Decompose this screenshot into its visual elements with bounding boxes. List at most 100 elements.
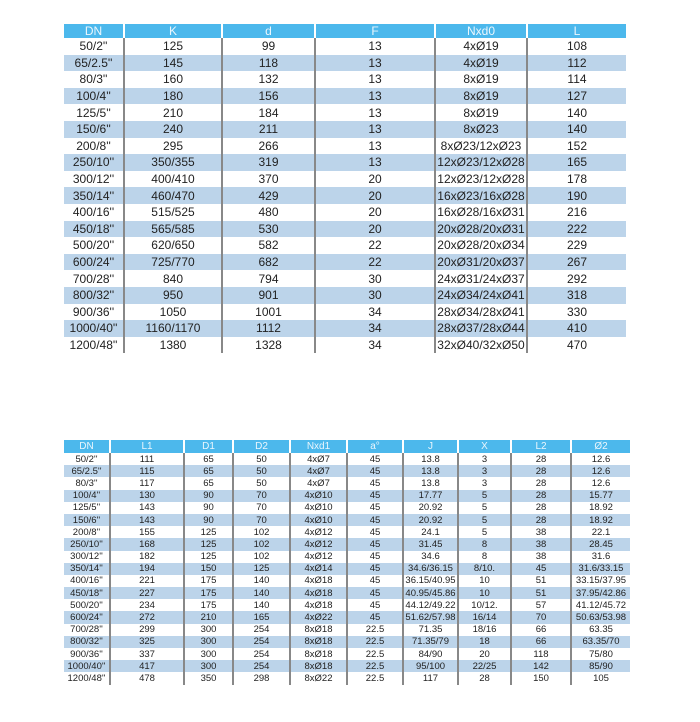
table-cell: 90	[183, 489, 233, 502]
table-cell: 250/10''	[64, 154, 124, 171]
table-cell: 1001	[221, 303, 315, 321]
table-header-row: DN L1 D1 D2 Nxd1 a° J X L2 Ø2	[64, 440, 630, 453]
table-cell: 8/10.	[457, 562, 511, 575]
table-cell: 8	[457, 538, 511, 551]
table-cell: 75/80	[570, 648, 630, 661]
table-cell: 800/32''	[64, 635, 110, 648]
table-cell: 22.1	[570, 526, 630, 539]
table-cell: 620/650	[123, 237, 222, 254]
table-cell: 210	[183, 611, 233, 624]
table-cell: 3	[457, 477, 511, 490]
table-cell: 901	[221, 286, 315, 304]
table-cell: 50.63/53.98	[570, 611, 630, 624]
table-cell: 18.92	[570, 513, 630, 527]
table-cell: 4xØ7	[289, 453, 347, 466]
table-cell: 8xØ19	[434, 87, 527, 105]
table-row: 400/16'' 515/525 480 20 16xØ28/16xØ31 216	[64, 203, 626, 221]
table-cell: 95/100	[402, 660, 458, 673]
table-cell: 254	[232, 623, 290, 636]
table-cell: 222	[526, 220, 626, 238]
table-row: 1000/40'' 417 300 254 8xØ18 22.5 95/100 22/25 14…	[64, 660, 630, 673]
table-cell: 51.62/57.98	[402, 611, 458, 624]
table-cell: 57	[510, 599, 571, 612]
table-cell: 565/585	[123, 220, 222, 238]
table-cell: 227	[109, 587, 184, 600]
table-cell: 140	[232, 574, 290, 588]
table-cell: 22.5	[346, 660, 403, 673]
table-cell: 150	[510, 672, 571, 685]
table-cell: 370	[221, 170, 315, 188]
column-header: L2	[510, 440, 571, 453]
table-cell: 337	[109, 648, 184, 661]
table-cell: 12.6	[570, 465, 630, 478]
table-row: 200/8'' 155 125 102 4xØ12 45 24.1 5 38 22.1	[64, 526, 630, 539]
table-cell: 1328	[221, 336, 315, 354]
table-cell: 266	[221, 137, 315, 155]
table-cell: 45	[346, 587, 403, 600]
table-cell: 70	[232, 489, 290, 502]
table-cell: 13	[314, 104, 435, 121]
table-cell: 45	[346, 599, 403, 612]
table-cell: 20	[314, 203, 435, 221]
table-cell: 142	[510, 660, 571, 673]
table-cell: 45	[346, 453, 403, 466]
table-cell: 8xØ23/12xØ23	[434, 137, 527, 155]
column-header: D1	[183, 440, 233, 453]
table-cell: 8xØ18	[289, 623, 347, 636]
table-cell: 22	[314, 237, 435, 254]
table-cell: 45	[346, 538, 403, 551]
table-cell: 178	[526, 170, 626, 188]
table-cell: 210	[123, 104, 222, 121]
table-row: 125/5'' 143 90 70 4xØ10 45 20.92 5 28 18.92	[64, 501, 630, 514]
table-cell: 22.5	[346, 623, 403, 636]
table-cell: 45	[346, 489, 403, 502]
table-cell: 70	[232, 501, 290, 514]
table-cell: 8xØ18	[289, 635, 347, 648]
table-cell: 800/32''	[64, 286, 124, 304]
table-cell: 112	[526, 54, 626, 72]
table-cell: 175	[183, 574, 233, 588]
table-row: 900/36'' 337 300 254 8xØ18 22.5 84/90 20 118 75/8…	[64, 648, 630, 661]
table-cell: 950	[123, 286, 222, 304]
table-cell: 114	[526, 71, 626, 88]
table-cell: 190	[526, 187, 626, 204]
table-row: 600/24'' 725/770 682 22 20xØ31/20xØ37 267	[64, 253, 626, 271]
table-cell: 155	[109, 526, 184, 539]
table-cell: 143	[109, 501, 184, 514]
table-cell: 4xØ18	[289, 599, 347, 612]
table-cell: 63.35/70	[570, 635, 630, 648]
table-cell: 20xØ31/20xØ37	[434, 253, 527, 271]
table-cell: 8	[457, 550, 511, 563]
column-header: a°	[346, 440, 403, 453]
table-cell: 140	[232, 599, 290, 612]
table-row: 100/4'' 130 90 70 4xØ10 45 17.77 5 28 15.77	[64, 489, 630, 502]
table-row: 400/16'' 221 175 140 4xØ18 45 36.15/40.95 10 51 3…	[64, 574, 630, 588]
table-cell: 108	[526, 38, 626, 55]
table-cell: 22.5	[346, 672, 403, 685]
table-cell: 13	[314, 71, 435, 88]
table-cell: 28.45	[570, 538, 630, 551]
table-cell: 299	[109, 623, 184, 636]
table-cell: 140	[232, 587, 290, 600]
table-row: 50/2'' 111 65 50 4xØ7 45 13.8 3 28 12.6	[64, 453, 630, 466]
table-cell: 30	[314, 270, 435, 287]
table-cell: 3	[457, 465, 511, 478]
table-cell: 1050	[123, 303, 222, 321]
column-header: J	[402, 440, 458, 453]
table-cell: 13.8	[402, 453, 458, 466]
table-cell: 99	[221, 38, 315, 55]
table-cell: 254	[232, 660, 290, 673]
table-cell: 140	[526, 104, 626, 121]
table-cell: 1200/48''	[67, 672, 106, 684]
table-cell: 50	[232, 453, 290, 466]
table-cell: 16/14	[457, 611, 511, 624]
table-cell: 165	[526, 154, 626, 171]
table-cell: 80/3''	[75, 477, 98, 489]
table-cell: 45	[346, 574, 403, 588]
table-cell: 400/16''	[72, 205, 115, 220]
table-cell: 45	[346, 513, 403, 527]
table-cell: 500/20''	[70, 599, 103, 611]
column-header: DN	[64, 440, 110, 453]
table-cell: 34	[314, 336, 435, 354]
table-cell: 17.77	[402, 489, 458, 502]
